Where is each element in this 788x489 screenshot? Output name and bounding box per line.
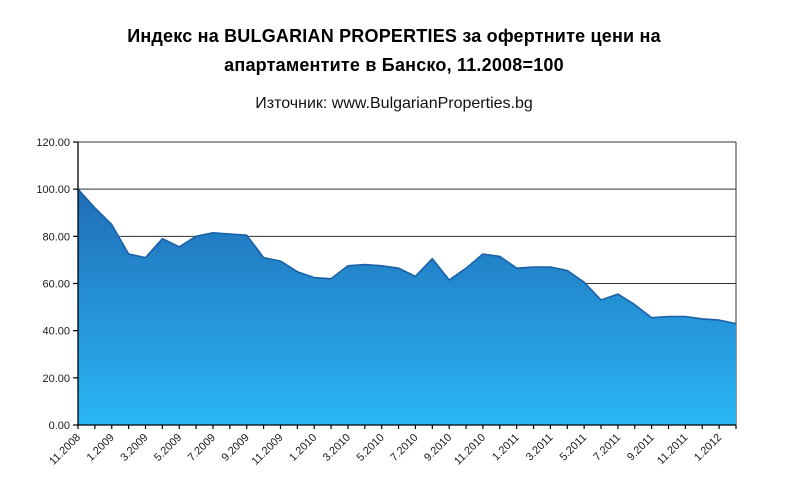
x-tick-label: 11.2010 [452, 432, 488, 468]
chart-title: Индекс на BULGARIAN PROPERTIES за офертн… [0, 22, 788, 80]
x-tick-label: 7.2011 [591, 432, 623, 464]
y-tick-label: 60.00 [42, 279, 70, 291]
x-tick-label: 3.2011 [524, 432, 556, 464]
index-series-edge [77, 188, 737, 325]
x-tick-label: 9.2010 [422, 432, 454, 464]
x-tick-label: 11.2009 [250, 432, 286, 468]
x-tick-label: 11.2011 [655, 432, 690, 467]
y-tick-label: 120.00 [36, 137, 70, 149]
x-tick-label: 9.2009 [220, 432, 252, 464]
x-tick-label: 7.2010 [388, 432, 420, 464]
y-tick-label: 0.00 [49, 420, 70, 432]
y-tick-label: 40.00 [42, 326, 70, 338]
y-tick-label: 100.00 [36, 184, 70, 196]
x-tick-label: 1.2012 [692, 432, 724, 464]
x-tick-label: 3.2010 [321, 432, 353, 464]
x-tick-label: 1.2009 [85, 432, 117, 464]
y-tick-label: 20.00 [42, 373, 70, 385]
chart-title-line2: апартаментите в Банско, 11.2008=100 [224, 55, 564, 75]
x-tick-label: 11.2008 [47, 432, 83, 468]
index-area-series [78, 189, 736, 425]
chart-source-subtitle: Източник: www.BulgarianProperties.bg [255, 95, 533, 112]
x-tick-label: 9.2011 [625, 432, 657, 464]
x-tick-label: 5.2010 [355, 432, 387, 464]
x-tick-label: 7.2009 [186, 432, 218, 464]
x-tick-label: 5.2009 [152, 432, 184, 464]
y-tick-label: 80.00 [42, 231, 70, 243]
x-tick-label: 3.2009 [118, 432, 150, 464]
x-tick-label: 5.2011 [558, 432, 590, 464]
chart-title-line1: Индекс на BULGARIAN PROPERTIES за офертн… [127, 26, 661, 46]
x-tick-label: 1.2010 [287, 432, 319, 464]
x-tick-label: 1.2011 [490, 432, 522, 464]
